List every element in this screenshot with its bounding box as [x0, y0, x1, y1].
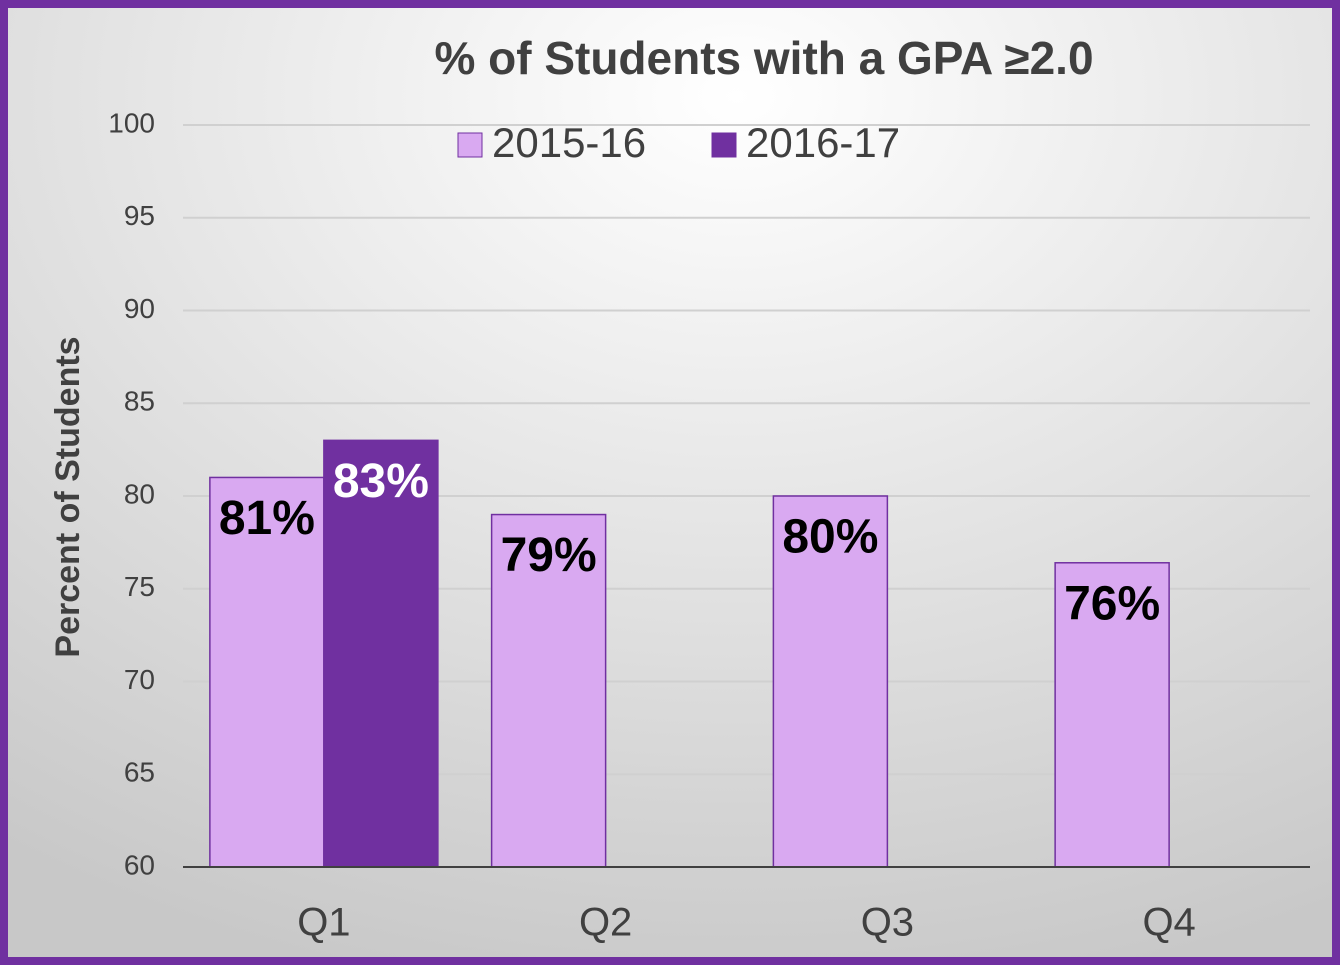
chart-title: % of Students with a GPA ≥2.0: [434, 32, 1093, 84]
y-tick-label: 85: [124, 386, 155, 417]
data-label: 80%: [782, 511, 878, 564]
y-tick-label: 95: [124, 200, 155, 231]
legend-label: 2016-17: [746, 119, 900, 166]
legend-swatch: [711, 132, 737, 158]
y-axis-label: Percent of Students: [49, 336, 87, 657]
legend-label: 2015-16: [492, 119, 646, 166]
x-tick-label: Q1: [297, 901, 350, 945]
y-tick-label: 80: [124, 478, 155, 509]
x-tick-label: Q3: [861, 901, 914, 945]
y-tick-label: 70: [124, 664, 155, 695]
x-tick-label: Q4: [1142, 901, 1195, 945]
y-tick-label: 90: [124, 293, 155, 324]
data-label: 79%: [501, 529, 597, 582]
legend-swatch: [457, 132, 483, 158]
data-label: 83%: [333, 455, 429, 508]
y-tick-label: 100: [108, 107, 155, 138]
y-tick-label: 60: [124, 849, 155, 880]
data-label: 81%: [219, 492, 315, 545]
data-label: 76%: [1064, 577, 1160, 630]
x-tick-label: Q2: [579, 901, 632, 945]
y-tick-label: 65: [124, 757, 155, 788]
y-tick-label: 75: [124, 571, 155, 602]
bar: [1054, 562, 1170, 868]
